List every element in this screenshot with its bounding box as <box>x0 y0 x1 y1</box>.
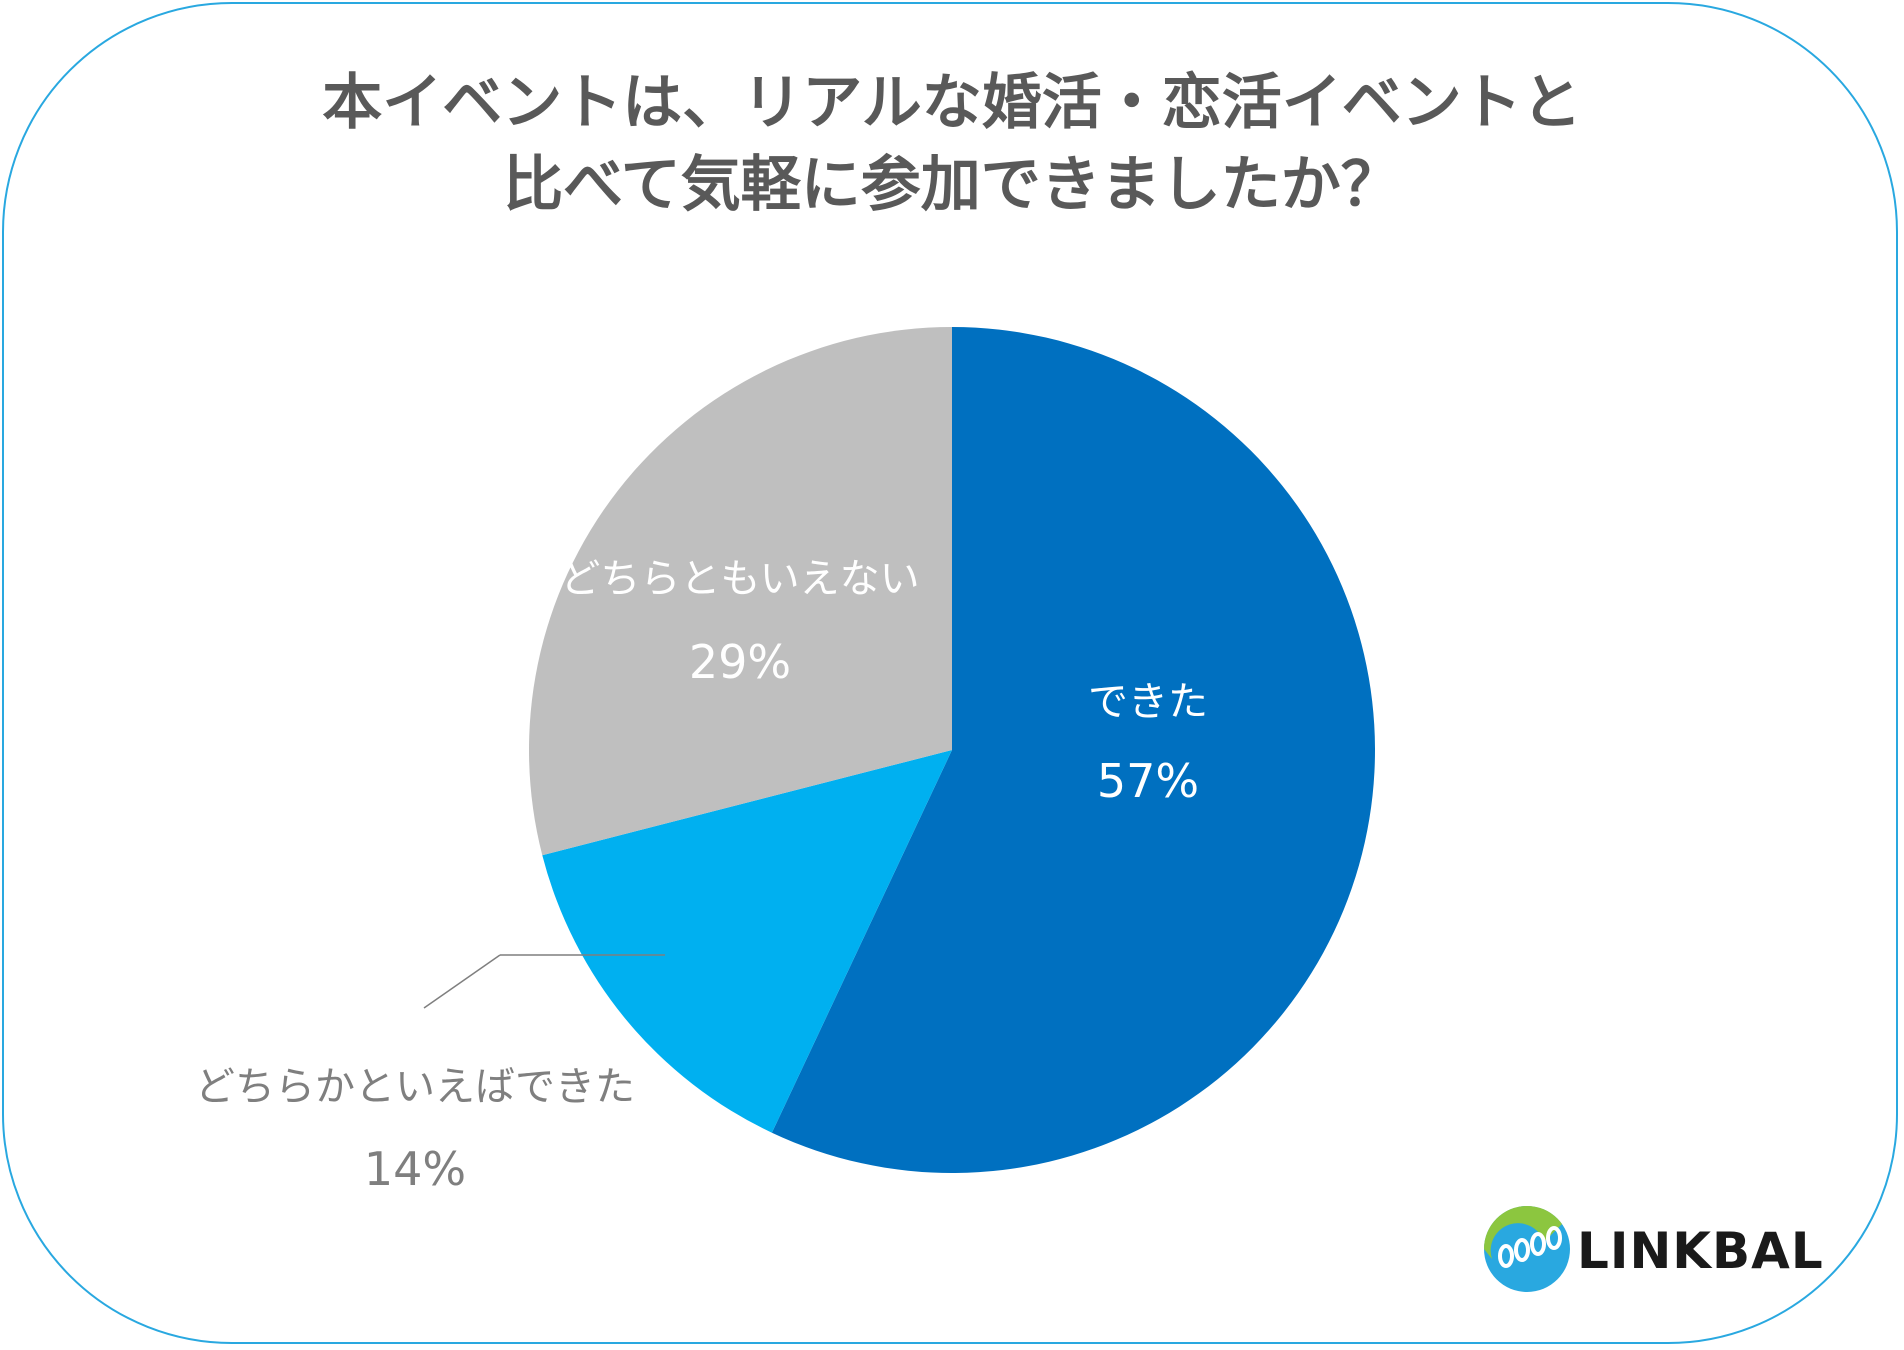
pie-slice-dekita <box>771 327 1375 1173</box>
slice-label-dekita: できた <box>1088 679 1208 725</box>
slice-label-dochiramo: どちらともいえない <box>560 556 919 602</box>
pie-slice-dochiraka <box>542 750 952 1133</box>
leader-line-segment-1 <box>423 954 501 1009</box>
slice-value-dochiramo: 29% <box>689 635 791 689</box>
slice-label-dochiraka: どちらかといえばできた <box>195 1064 635 1110</box>
linkbal-logo: LINKBAL <box>1482 1200 1824 1300</box>
linkbal-logo-icon <box>1484 1205 1570 1292</box>
slice-value-dekita: 57% <box>1097 754 1199 808</box>
logo-text: LINKBAL <box>1577 1222 1824 1280</box>
slice-value-dochiraka: 14% <box>364 1142 466 1196</box>
chart-title: 本イベントは、リアルな婚活・恋活イベントと 比べて気軽に参加できましたか？ <box>0 62 1904 226</box>
title-line-2: 比べて気軽に参加できましたか？ <box>503 150 1401 220</box>
title-line-1: 本イベントは、リアルな婚活・恋活イベントと <box>322 68 1582 138</box>
pie-slice-dochiramo <box>528 327 952 856</box>
